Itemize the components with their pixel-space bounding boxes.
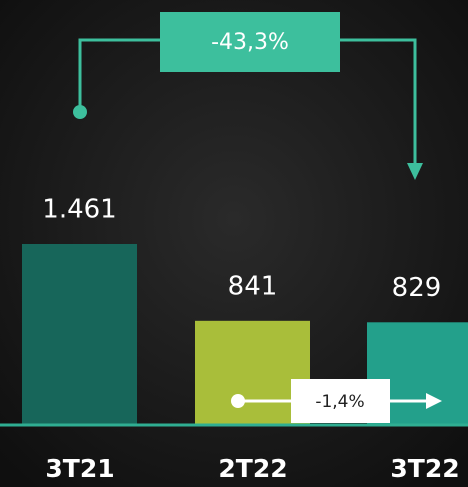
bar [22,244,137,425]
x-tick-label: 3T21 [45,454,114,483]
connector [78,38,160,112]
arrow-head [426,393,442,409]
value-label: 829 [392,273,442,303]
annotation: -1,4% [315,392,364,412]
value-label: 1.461 [42,195,116,225]
annotation: -43,3% [211,30,289,55]
annotation-box [160,12,340,72]
x-tick-label: 3T22 [390,454,459,483]
connector-dot [231,394,245,408]
annotation-box [291,379,390,423]
connector-dot [73,105,87,119]
arrow-head [407,163,423,180]
value-label: 841 [228,271,278,301]
connector [340,38,417,165]
x-tick-label: 2T22 [218,454,287,483]
bar [195,320,310,425]
